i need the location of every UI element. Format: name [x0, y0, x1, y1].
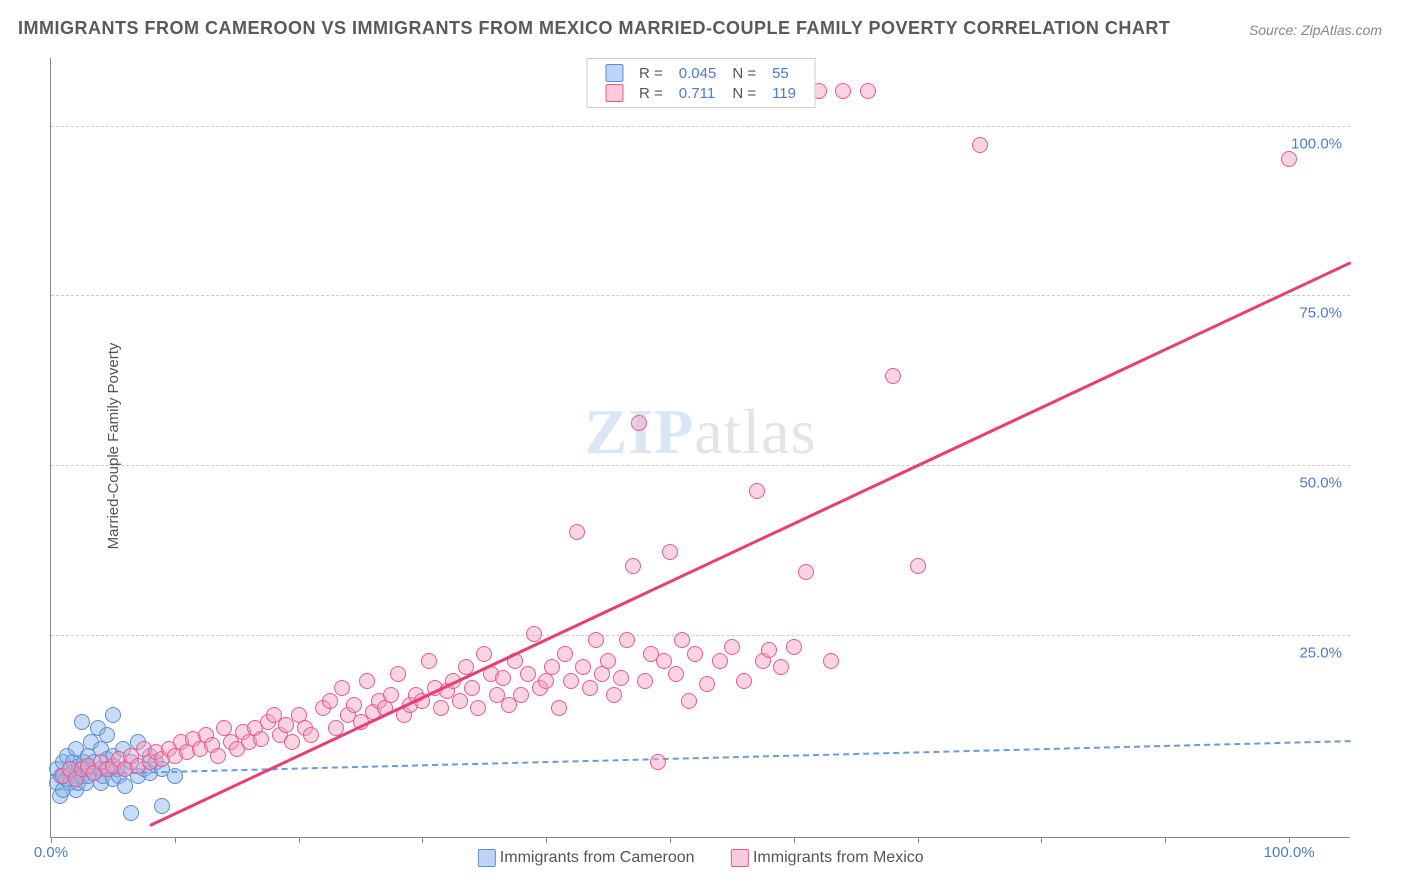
- data-point: [575, 659, 591, 675]
- data-point: [569, 524, 585, 540]
- series-legend: Immigrants from Cameroon Immigrants from…: [459, 849, 941, 867]
- legend-swatch: [605, 64, 623, 82]
- data-point: [557, 646, 573, 662]
- data-point: [210, 748, 226, 764]
- x-tick-mark: [1165, 837, 1166, 843]
- data-point: [972, 137, 988, 153]
- data-point: [470, 700, 486, 716]
- watermark: ZIPatlas: [585, 395, 817, 469]
- data-point: [588, 632, 604, 648]
- y-tick-label: 50.0%: [1299, 474, 1342, 491]
- data-point: [761, 642, 777, 658]
- y-tick-label: 75.0%: [1299, 305, 1342, 322]
- data-point: [860, 83, 876, 99]
- data-point: [544, 659, 560, 675]
- x-tick-mark: [794, 837, 795, 843]
- data-point: [687, 646, 703, 662]
- data-point: [619, 632, 635, 648]
- legend-row: R =0.045N =55: [597, 63, 804, 83]
- gridline: [51, 295, 1350, 296]
- x-tick-mark: [1289, 837, 1290, 843]
- gridline: [51, 465, 1350, 466]
- data-point: [625, 558, 641, 574]
- data-point: [563, 673, 579, 689]
- scatter-plot: ZIPatlas R =0.045N =55R =0.711N =119 Imm…: [50, 58, 1350, 838]
- legend-item: Immigrants from Mexico: [731, 849, 924, 866]
- data-point: [346, 697, 362, 713]
- data-point: [736, 673, 752, 689]
- x-tick-mark: [1041, 837, 1042, 843]
- data-point: [798, 564, 814, 580]
- y-tick-label: 100.0%: [1291, 135, 1342, 152]
- x-tick-mark: [918, 837, 919, 843]
- source-label: Source: ZipAtlas.com: [1249, 22, 1382, 38]
- data-point: [656, 653, 672, 669]
- data-point: [105, 707, 121, 723]
- data-point: [520, 666, 536, 682]
- data-point: [513, 687, 529, 703]
- data-point: [668, 666, 684, 682]
- data-point: [526, 626, 542, 642]
- data-point: [551, 700, 567, 716]
- x-tick-mark: [175, 837, 176, 843]
- x-tick-mark: [670, 837, 671, 843]
- data-point: [495, 670, 511, 686]
- data-point: [823, 653, 839, 669]
- chart-title: IMMIGRANTS FROM CAMEROON VS IMMIGRANTS F…: [18, 18, 1170, 39]
- legend-swatch: [605, 84, 623, 102]
- data-point: [359, 673, 375, 689]
- data-point: [1281, 151, 1297, 167]
- data-point: [637, 673, 653, 689]
- data-point: [383, 687, 399, 703]
- data-point: [885, 368, 901, 384]
- data-point: [433, 700, 449, 716]
- data-point: [334, 680, 350, 696]
- y-tick-label: 25.0%: [1299, 644, 1342, 661]
- x-tick-mark: [546, 837, 547, 843]
- data-point: [786, 639, 802, 655]
- data-point: [631, 415, 647, 431]
- data-point: [154, 798, 170, 814]
- data-point: [464, 680, 480, 696]
- data-point: [253, 731, 269, 747]
- legend-swatch: [477, 849, 495, 867]
- data-point: [681, 693, 697, 709]
- gridline: [51, 635, 1350, 636]
- data-point: [712, 653, 728, 669]
- legend-row: R =0.711N =119: [597, 83, 804, 103]
- correlation-legend: R =0.045N =55R =0.711N =119: [586, 58, 815, 108]
- data-point: [74, 714, 90, 730]
- data-point: [284, 734, 300, 750]
- data-point: [99, 727, 115, 743]
- data-point: [613, 670, 629, 686]
- data-point: [390, 666, 406, 682]
- data-point: [303, 727, 319, 743]
- data-point: [322, 693, 338, 709]
- data-point: [476, 646, 492, 662]
- data-point: [452, 693, 468, 709]
- data-point: [600, 653, 616, 669]
- x-tick-mark: [51, 837, 52, 843]
- data-point: [749, 483, 765, 499]
- data-point: [674, 632, 690, 648]
- legend-swatch: [731, 849, 749, 867]
- data-point: [123, 805, 139, 821]
- x-tick-mark: [299, 837, 300, 843]
- data-point: [699, 676, 715, 692]
- data-point: [421, 653, 437, 669]
- legend-item: Immigrants from Cameroon: [477, 849, 694, 866]
- x-tick-label: 100.0%: [1264, 844, 1315, 861]
- gridline: [51, 126, 1350, 127]
- x-tick-label: 0.0%: [34, 844, 68, 861]
- data-point: [582, 680, 598, 696]
- x-tick-mark: [422, 837, 423, 843]
- data-point: [773, 659, 789, 675]
- data-point: [835, 83, 851, 99]
- data-point: [724, 639, 740, 655]
- data-point: [662, 544, 678, 560]
- data-point: [650, 754, 666, 770]
- data-point: [910, 558, 926, 574]
- trend-line: [149, 262, 1351, 828]
- data-point: [606, 687, 622, 703]
